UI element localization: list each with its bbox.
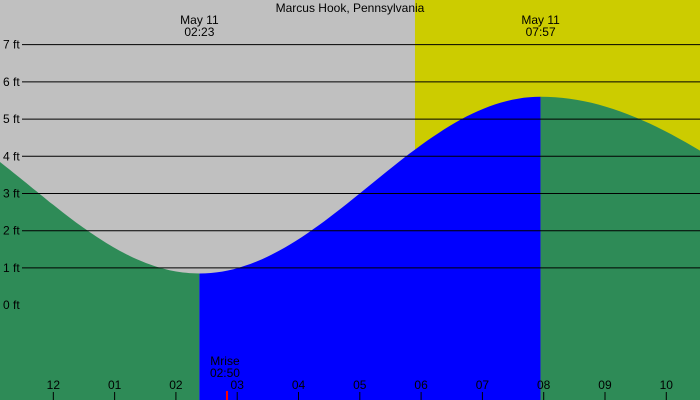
y-tick-label: 6 ft — [3, 75, 20, 89]
moon-event-time: 02:50 — [210, 366, 240, 380]
falling-tide-area — [540, 96, 700, 400]
chart-title: Marcus Hook, Pennsylvania — [276, 1, 425, 15]
tide-event-date: May 11 — [180, 13, 219, 27]
y-tick-label: 7 ft — [3, 38, 20, 52]
y-tick-label: 3 ft — [3, 186, 20, 200]
falling-tide-area — [0, 162, 200, 400]
hour-tick-label: 12 — [47, 378, 61, 392]
tide-event-time: 07:57 — [526, 25, 556, 39]
hour-tick-label: 06 — [414, 378, 428, 392]
hour-tick-label: 05 — [353, 378, 367, 392]
y-tick-labels: 0 ft 1 ft 2 ft 3 ft 4 ft 5 ft 6 ft 7 ft — [3, 38, 20, 312]
hour-tick-label: 04 — [292, 378, 306, 392]
hour-tick-label: 10 — [660, 378, 674, 392]
tide-event-date: May 11 — [521, 13, 560, 27]
hour-tick-label: 03 — [231, 378, 245, 392]
hour-tick-label: 09 — [598, 378, 612, 392]
rising-tide-area — [199, 96, 541, 400]
hour-tick-label: 08 — [537, 378, 551, 392]
moon-event-label: Mrise — [210, 354, 240, 368]
grid-lines — [22, 44, 700, 269]
hour-tick-label: 02 — [169, 378, 183, 392]
hour-tick-label: 07 — [476, 378, 490, 392]
y-tick-label: 4 ft — [3, 149, 20, 163]
hour-tick-label: 01 — [108, 378, 122, 392]
tide-event-time: 02:23 — [184, 25, 214, 39]
y-tick-label: 5 ft — [3, 112, 20, 126]
hour-ticks: 111201020304050607080910 — [47, 378, 674, 400]
y-tick-label: 1 ft — [3, 261, 20, 275]
y-tick-label: 0 ft — [3, 298, 20, 312]
tide-areas — [0, 96, 700, 400]
y-tick-label: 2 ft — [3, 224, 20, 238]
